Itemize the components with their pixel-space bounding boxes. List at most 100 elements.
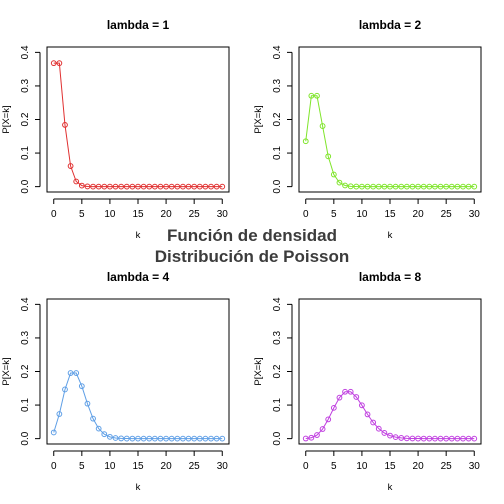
data-point	[168, 435, 175, 442]
x-tick-label: 0	[303, 461, 309, 472]
data-point	[325, 153, 332, 160]
data-point	[56, 411, 63, 417]
x-tick-label: 20	[413, 461, 425, 472]
x-tick-label: 20	[161, 209, 173, 220]
data-point	[101, 183, 108, 190]
data-point	[342, 182, 348, 189]
x-tick-label: 0	[303, 209, 309, 220]
y-tick-label: 0.3	[20, 331, 31, 345]
data-point	[50, 60, 57, 67]
data-point	[67, 163, 74, 169]
y-tick-label: 0.0	[272, 179, 283, 193]
data-point	[140, 183, 147, 190]
data-point	[123, 435, 130, 442]
data-point	[342, 388, 348, 395]
data-point	[364, 411, 371, 418]
data-point	[112, 183, 119, 190]
data-point	[319, 426, 326, 432]
data-point	[140, 435, 147, 442]
y-tick-label: 0.4	[20, 45, 31, 59]
data-point	[460, 183, 466, 190]
data-point	[67, 370, 74, 376]
data-point	[135, 435, 141, 442]
y-tick-label: 0.2	[272, 364, 283, 378]
data-point	[471, 183, 478, 190]
y-axis-label: P[X=k]	[253, 105, 264, 133]
data-point	[454, 183, 461, 190]
data-point	[90, 183, 96, 190]
data-point	[174, 183, 181, 190]
data-point	[392, 183, 399, 190]
data-point	[163, 183, 169, 190]
x-tick-label: 30	[217, 209, 229, 220]
y-tick-label: 0.3	[20, 79, 31, 93]
data-point	[448, 435, 455, 442]
data-point	[330, 404, 337, 411]
data-point	[213, 435, 220, 442]
data-point	[359, 183, 365, 190]
data-point	[381, 430, 388, 436]
data-point	[208, 183, 214, 190]
data-point	[420, 183, 427, 190]
data-point	[129, 183, 136, 190]
data-point	[84, 400, 91, 407]
data-point	[118, 435, 125, 442]
data-point	[112, 435, 119, 441]
data-point	[123, 183, 130, 190]
chart-panel-2: lambda = 2 0 5 10 15 20 25 30 k 0.0 0.1 0.2 0.3 0.4 P[…	[253, 18, 482, 241]
plot-frame	[46, 46, 230, 193]
data-point	[185, 435, 192, 442]
data-point	[191, 183, 198, 190]
data-point	[375, 425, 382, 432]
data-point	[409, 183, 416, 190]
series-line	[305, 391, 475, 440]
data-point	[95, 425, 102, 432]
y-tick-label: 0.1	[272, 398, 283, 412]
data-point	[403, 183, 410, 190]
x-tick-label: 5	[331, 461, 337, 472]
data-point	[336, 179, 343, 186]
data-point	[174, 435, 181, 442]
data-point	[314, 432, 320, 438]
data-point	[146, 183, 153, 190]
chart-panel-3: lambda = 4 0 5 10 15 20 25 30 k 0.0 0.1 0.2 0.3 0.4 P[…	[1, 270, 230, 493]
x-tick-label: 25	[441, 209, 453, 220]
data-point	[185, 183, 192, 190]
data-point	[443, 435, 450, 442]
figure-title-line-1: Función de densidad	[166, 226, 337, 245]
x-tick-label: 15	[132, 461, 144, 472]
x-tick-label: 0	[51, 209, 57, 220]
x-tick-label: 20	[413, 209, 425, 220]
data-point	[157, 183, 164, 190]
x-tick-label: 10	[104, 209, 116, 220]
y-tick-label: 0.0	[20, 431, 31, 445]
plot-frame	[298, 46, 482, 193]
x-tick-label: 25	[189, 461, 201, 472]
data-point	[330, 171, 337, 178]
chart-panel-4: lambda = 8 0 5 10 15 20 25 30 k 0.0 0.1 0.2 0.3 0.4 P[…	[253, 270, 482, 493]
data-point	[420, 435, 427, 442]
data-point	[375, 183, 382, 190]
data-point	[129, 435, 136, 442]
y-tick-label: 0.1	[20, 146, 31, 160]
data-point	[370, 419, 377, 426]
data-point	[398, 183, 405, 190]
data-point	[465, 435, 472, 442]
data-point	[415, 183, 421, 190]
data-point	[219, 435, 226, 442]
y-tick-label: 0.1	[272, 146, 283, 160]
data-point	[213, 183, 220, 190]
data-point	[208, 435, 214, 442]
panel-title: lambda = 8	[359, 270, 422, 284]
y-tick-label: 0.4	[272, 45, 283, 59]
data-point	[219, 183, 226, 190]
x-tick-label: 30	[469, 209, 481, 220]
x-tick-label: 5	[79, 209, 85, 220]
series-line	[305, 95, 475, 188]
data-point	[118, 183, 125, 190]
data-point	[168, 183, 175, 190]
data-point	[302, 138, 309, 145]
data-point	[426, 183, 433, 190]
data-point	[163, 435, 169, 442]
